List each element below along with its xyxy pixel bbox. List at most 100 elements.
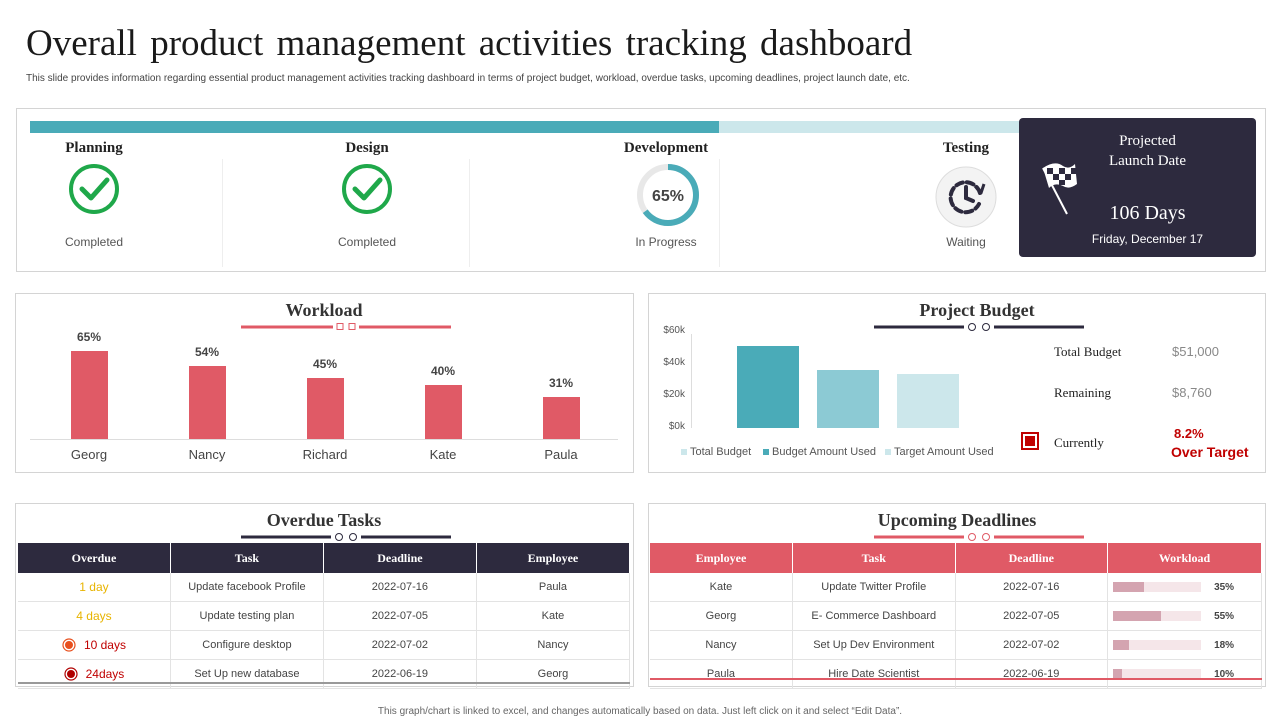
stage-status-development: In Progress: [635, 235, 697, 249]
deadline-cell: 2022-06-19: [955, 659, 1109, 689]
workload-cell: 55%: [1107, 601, 1262, 631]
workload-bar-fill: [1113, 611, 1162, 622]
table-bottom-rule: [18, 682, 630, 684]
deadlines-table: Employee Task Deadline Workload Kate Upd…: [650, 543, 1262, 689]
workload-bar-track: [1113, 669, 1201, 680]
over-target-note: Over Target: [1171, 444, 1249, 460]
workload-category-label: Nancy: [188, 447, 226, 462]
warning-square-icon: [1021, 432, 1039, 450]
check-circle-icon: [69, 164, 119, 214]
employee-cell: Nancy: [650, 630, 793, 660]
deadline-cell: 2022-07-16: [323, 573, 477, 602]
col-overdue: Overdue: [18, 543, 171, 573]
orange-alert-dot-icon: [62, 638, 76, 653]
table-row: 1 day Update facebook Profile 2022-07-16…: [18, 573, 631, 602]
overdue-cell: 4 days: [18, 601, 171, 631]
workload-bar-fill: [1113, 582, 1144, 593]
overdue-header-row: Overdue Task Deadline Employee: [18, 543, 631, 573]
col-deadline: Deadline: [323, 543, 477, 573]
footer-note: This graph/chart is linked to excel, and…: [377, 706, 903, 717]
workload-cell: 35%: [1107, 573, 1262, 602]
stage-status-planning: Completed: [64, 235, 124, 249]
remaining-value: $8,760: [1172, 385, 1212, 400]
upcoming-deadlines-panel: Upcoming Deadlines Employee Task Deadlin…: [648, 503, 1266, 689]
overdue-cell: 24days: [18, 659, 171, 689]
currently-value: 8.2%: [1174, 426, 1204, 441]
check-circle-icon: [342, 164, 392, 214]
budget-panel: Project Budget $0k $20k $40k $60k Total Bud…: [648, 293, 1266, 473]
deadline-cell: 2022-07-02: [323, 630, 477, 660]
table-row: 4 days Update testing plan 2022-07-05 Ka…: [18, 601, 631, 631]
col-task: Task: [792, 543, 956, 573]
deadline-cell: 2022-07-16: [955, 573, 1109, 602]
table-bottom-rule: [650, 678, 1262, 680]
table-row: 24days Set Up new database 2022-06-19 Ge…: [18, 659, 631, 689]
budget-axis-tick: $60k: [663, 325, 685, 336]
col-deadline: Deadline: [955, 543, 1109, 573]
budget-bar: [737, 346, 799, 428]
workload-bar: [542, 397, 580, 439]
employee-cell: Kate: [476, 601, 631, 631]
employee-cell: Paula: [650, 659, 793, 689]
launch-label-line2: Launch Date: [1108, 153, 1187, 169]
table-row: 10 days Configure desktop 2022-07-02 Nan…: [18, 630, 631, 660]
budget-axis: [691, 334, 692, 428]
deadline-cell: 2022-07-02: [955, 630, 1109, 660]
table-row: Paula Hire Date Scientist 2022-06-19 10%: [650, 659, 1262, 689]
workload-bar-label: 45%: [312, 357, 338, 372]
workload-title: Workload: [285, 300, 363, 320]
workload-category-label: Kate: [429, 447, 457, 462]
overdue-cell: 1 day: [18, 573, 171, 602]
workload-bar-label: 31%: [548, 376, 574, 391]
workload-bar-track: [1113, 611, 1201, 622]
employee-cell: Georg: [650, 601, 793, 631]
remaining-label: Remaining: [1054, 385, 1112, 400]
deadline-cell: 2022-07-05: [323, 601, 477, 631]
workload-bar: [70, 351, 108, 439]
checkered-flag-icon: [1042, 163, 1077, 215]
employee-cell: Kate: [650, 573, 793, 602]
workload-bar-label: 65%: [76, 330, 102, 345]
deadline-cell: 2022-06-19: [323, 659, 477, 689]
workload-bar-track: [1113, 640, 1201, 651]
budget-bar: [897, 373, 959, 428]
legend-total-budget: Total Budget: [681, 446, 751, 458]
stage-status-testing: Waiting: [946, 235, 986, 249]
launch-label-line1: Projected: [1119, 133, 1176, 149]
title-divider: [874, 533, 1084, 541]
task-cell: E- Commerce Dashboard: [792, 601, 956, 631]
overdue-title: Overdue Tasks: [266, 510, 382, 530]
deadline-cell: 2022-07-05: [955, 601, 1109, 631]
table-row: Kate Update Twitter Profile 2022-07-16 3…: [650, 573, 1262, 602]
launch-date-card: Projected Launch Date 106 Days Friday, D…: [1019, 118, 1256, 257]
workload-cell: 10%: [1107, 659, 1262, 689]
stage-title-development: Development: [623, 140, 709, 156]
legend-target-used: Target Amount Used: [885, 446, 994, 458]
workload-cell: 18%: [1107, 630, 1262, 660]
title-divider: [241, 323, 451, 330]
title-divider: [241, 533, 451, 541]
table-row: Georg E- Commerce Dashboard 2022-07-05 5…: [650, 601, 1262, 631]
red-alert-dot-icon: [64, 667, 78, 682]
task-cell: Update testing plan: [170, 601, 324, 631]
employee-cell: Paula: [476, 573, 631, 602]
budget-axis-tick: $0k: [668, 421, 685, 432]
stage-title-design: Design: [345, 140, 389, 156]
currently-label: Currently: [1054, 435, 1104, 450]
development-percent: 65%: [652, 188, 684, 205]
col-workload: Workload: [1107, 543, 1262, 573]
stage-title-testing: Testing: [942, 140, 990, 156]
workload-bar-fill: [1113, 669, 1122, 680]
task-cell: Set Up Dev Environment: [792, 630, 956, 660]
overdue-cell: 10 days: [18, 630, 171, 660]
task-cell: Update facebook Profile: [170, 573, 324, 602]
overdue-tasks-panel: Overdue Tasks Overdue Task Deadline Empl…: [15, 503, 634, 689]
deadlines-header-row: Employee Task Deadline Workload: [650, 543, 1262, 573]
workload-bar-label: 54%: [194, 345, 220, 360]
employee-cell: Georg: [476, 659, 631, 689]
progress-ring-icon: 65%: [637, 164, 699, 226]
task-cell: Update Twitter Profile: [792, 573, 956, 602]
workload-bar: [188, 366, 226, 439]
employee-cell: Nancy: [476, 630, 631, 660]
col-employee: Employee: [476, 543, 631, 573]
